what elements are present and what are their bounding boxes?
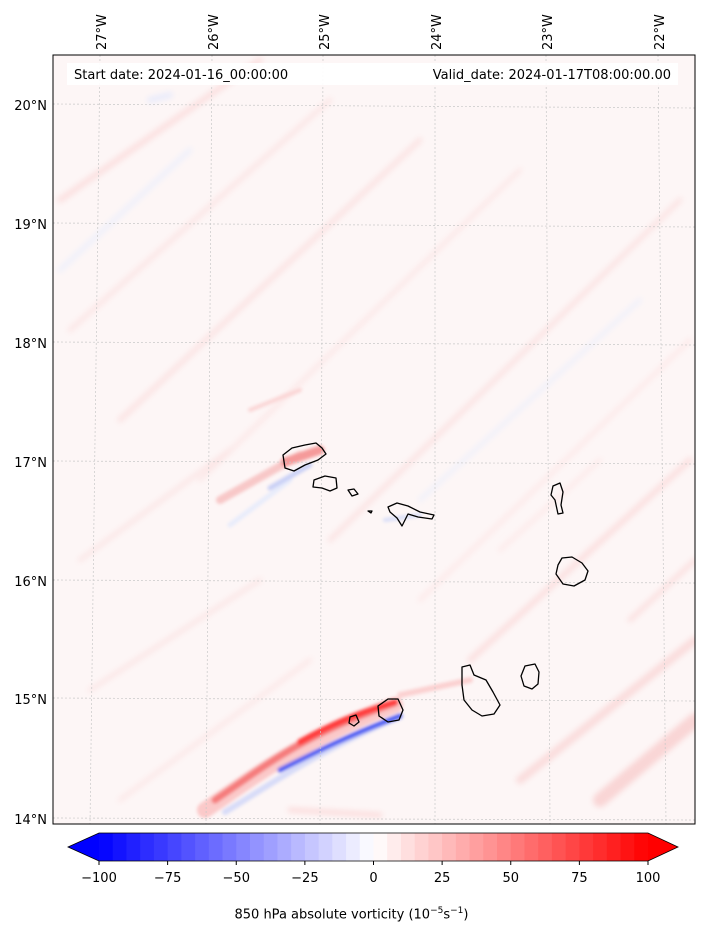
colorbar-cell	[387, 833, 402, 861]
lat-label-17n: 17°N	[14, 456, 47, 471]
colorbar-cell	[277, 833, 292, 861]
island-santo-antao	[282, 442, 327, 472]
colorbar-ticks: −100 −75 −50 −25 0 25 50 75 100	[81, 861, 660, 886]
colorbar-tick-label: 25	[434, 871, 451, 886]
colorbar-cell	[236, 833, 251, 861]
lat-label-18n: 18°N	[14, 337, 47, 352]
colorbar-cell	[524, 833, 539, 861]
colorbar-cell	[332, 833, 347, 861]
colorbar-tick-label: 100	[636, 871, 661, 886]
colorbar-min-extend	[68, 833, 99, 861]
island-brava	[348, 714, 360, 727]
colorbar-cell	[497, 833, 512, 861]
colorbar-cell	[304, 833, 320, 861]
colorbar-cell	[579, 833, 594, 861]
colorbar-tick-label: −100	[81, 871, 117, 886]
colorbar-cell	[318, 833, 333, 861]
colorbar-cell	[222, 833, 237, 861]
colorbar-cell	[483, 833, 498, 861]
colorbar-tick-label: 75	[571, 871, 588, 886]
lon-label-27w: 27°W	[95, 14, 110, 50]
colorbar-cell	[140, 833, 155, 861]
colorbar-cell	[195, 833, 210, 861]
longitude-labels: 27°W 26°W 25°W 24°W 23°W 22°W	[95, 14, 668, 50]
island-santa-luzia	[347, 488, 359, 497]
lat-label-19n: 19°N	[14, 218, 47, 233]
island-maio	[520, 663, 540, 690]
colorbar-cell	[291, 833, 306, 861]
colorbar-cell	[469, 833, 484, 861]
colorbar-tick-label: −50	[223, 871, 250, 886]
colorbar-cell	[346, 833, 361, 861]
colorbar-tick-label: −75	[154, 871, 181, 886]
colorbar-cell	[112, 833, 128, 861]
coastlines	[282, 442, 589, 727]
lat-label-14n: 14°N	[14, 813, 47, 828]
colorbar-cell	[606, 833, 622, 861]
map-frame	[52, 54, 696, 825]
lon-label-22w: 22°W	[653, 14, 668, 50]
island-sao-vicente	[312, 475, 338, 492]
colorbar-cell	[249, 833, 265, 861]
colorbar-cell	[551, 833, 567, 861]
colorbar-cell	[126, 833, 141, 861]
colorbar-cell	[400, 833, 416, 861]
start-date-label: Start date: 2024-01-16_00:00:00	[74, 68, 288, 83]
colorbar-tick-label: −25	[291, 871, 318, 886]
colorbar-cell	[510, 833, 526, 861]
island-ilheu	[367, 510, 373, 514]
colorbar-cell	[181, 833, 196, 861]
colorbar-cell	[99, 833, 114, 861]
gridlines	[53, 55, 695, 824]
latitude-labels: 20°N 19°N 18°N 17°N 16°N 15°N 14°N	[14, 99, 47, 828]
island-boa-vista	[555, 556, 589, 587]
colorbar-tick-label: 50	[502, 871, 519, 886]
colorbar-cell	[593, 833, 608, 861]
colorbar-max-extend	[648, 833, 678, 861]
island-fogo	[377, 698, 404, 723]
colorbar-tick-label: 0	[369, 871, 377, 886]
colorbar-cell	[620, 833, 635, 861]
colorbar-cell	[153, 833, 169, 861]
lon-label-23w: 23°W	[541, 14, 556, 50]
island-sao-nicolau	[387, 502, 435, 527]
valid-date-label: Valid_date: 2024-01-17T08:00:00.00	[433, 68, 671, 83]
lon-label-26w: 26°W	[207, 14, 222, 50]
lon-label-24w: 24°W	[430, 14, 445, 50]
colorbar-cell	[359, 833, 375, 861]
colorbar-cell	[565, 833, 580, 861]
colorbar-cell	[208, 833, 224, 861]
info-box	[67, 63, 678, 85]
lat-label-15n: 15°N	[14, 693, 47, 708]
colorbar-cell	[538, 833, 553, 861]
colorbar-cell	[167, 833, 182, 861]
colorbar-label: 850 hPa absolute vorticity (10−5s−1)	[234, 906, 469, 923]
colorbar-cell	[442, 833, 457, 861]
colorbar-cell	[634, 833, 649, 861]
colorbar-cell	[428, 833, 443, 861]
colorbar-cell	[455, 833, 471, 861]
island-santiago	[461, 664, 501, 717]
colorbar-cell	[414, 833, 429, 861]
colorbar: −100 −75 −50 −25 0 25 50 75 100	[67, 832, 679, 886]
colorbar-cells	[99, 833, 649, 861]
lon-label-25w: 25°W	[318, 14, 333, 50]
vorticity-field	[57, 57, 695, 818]
lat-label-16n: 16°N	[14, 575, 47, 590]
colorbar-cell	[373, 833, 388, 861]
island-sal	[550, 482, 564, 515]
colorbar-cell	[263, 833, 279, 861]
lat-label-20n: 20°N	[14, 99, 47, 114]
